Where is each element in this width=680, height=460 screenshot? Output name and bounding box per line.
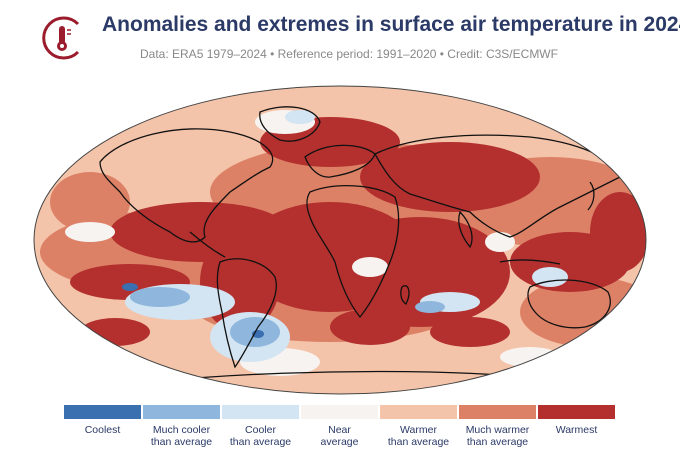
legend-swatch <box>538 405 615 419</box>
page-subtitle: Data: ERA5 1979–2024 • Reference period:… <box>140 47 558 61</box>
legend-item: Cooler than average <box>222 405 299 448</box>
legend-label: Much warmer than average <box>465 424 530 448</box>
legend-item: Warmer than average <box>380 405 457 448</box>
legend-swatch <box>143 405 220 419</box>
legend-swatch <box>64 405 141 419</box>
coastlines <box>99 106 631 385</box>
legend-item: Much cooler than average <box>143 405 220 448</box>
c3s-logo <box>38 14 86 62</box>
legend-item: Near average <box>301 405 378 448</box>
legend-swatch <box>301 405 378 419</box>
much-cooler-areas <box>130 287 445 347</box>
legend-item: Warmest <box>538 405 615 436</box>
map-border <box>33 85 647 395</box>
page-title: Anomalies and extremes in surface air te… <box>102 13 680 36</box>
thermometer-icon <box>42 16 80 60</box>
legend-label: Warmest <box>555 424 598 436</box>
legend-label: Coolest <box>84 424 121 436</box>
legend-swatch <box>222 405 299 419</box>
legend-label: Cooler than average <box>229 424 292 448</box>
legend: Coolest Much cooler than average Cooler th… <box>64 405 616 455</box>
legend-label: Near average <box>320 424 359 448</box>
legend-item: Much warmer than average <box>459 405 536 448</box>
legend-swatch <box>459 405 536 419</box>
legend-item: Coolest <box>64 405 141 436</box>
legend-label: Much cooler than average <box>150 424 213 448</box>
world-anomaly-map <box>30 82 650 398</box>
legend-label: Warmer than average <box>387 424 450 448</box>
legend-swatch <box>380 405 457 419</box>
